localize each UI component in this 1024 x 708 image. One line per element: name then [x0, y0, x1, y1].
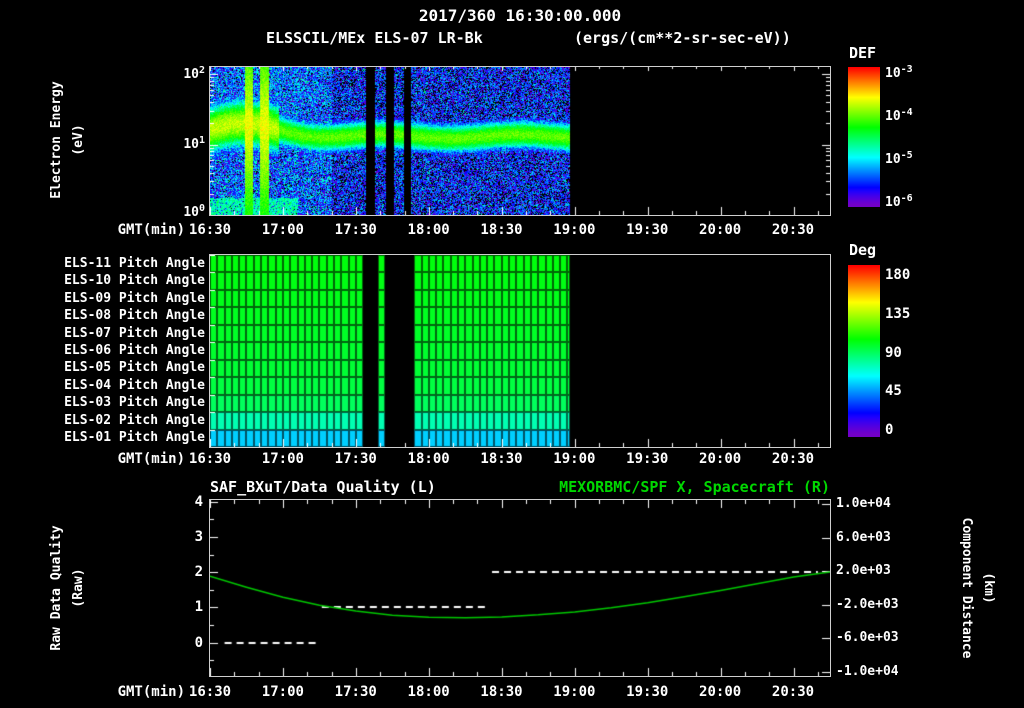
distance-axis-label: Component Distance: [959, 517, 974, 659]
time-tick-label: 19:00: [553, 451, 596, 467]
time-tick-label: 18:00: [407, 222, 450, 238]
def-colorbar-tick-label: 10-6: [885, 193, 913, 210]
quality-tick-label: 0: [194, 635, 203, 651]
time-tick-label: 20:30: [771, 684, 815, 700]
energy-tick-label: 100: [183, 203, 205, 220]
pitch-angle-canvas: [209, 254, 831, 448]
time-tick-label: 18:00: [407, 684, 450, 700]
time-tick-label: 19:00: [553, 684, 596, 700]
spectrogram-title: ELSSCIL/MEx ELS-07 LR-Bk: [266, 29, 483, 47]
spectrogram-units: (ergs/(cm**2-sr-sec-eV)): [574, 29, 791, 47]
quality-tick-label: 4: [194, 494, 203, 510]
energy-axis-label: Electron Energy: [49, 81, 64, 199]
pitch-row-label: ELS-10 Pitch Angle: [64, 273, 205, 288]
pitch-row-label: ELS-06 Pitch Angle: [64, 343, 205, 358]
quality-distance-canvas: [209, 499, 831, 677]
quality-axis-units: (Raw): [71, 568, 86, 608]
def-colorbar-tick-label: 10-4: [885, 107, 913, 124]
distance-tick-label: 1.0e+04: [836, 496, 891, 511]
def-colorbar-tick-label: 10-5: [885, 150, 913, 167]
def-colorbar-canvas: [848, 67, 880, 207]
time-tick-label: 18:30: [480, 451, 523, 467]
distance-axis-units: (km): [981, 572, 996, 604]
deg-colorbar-tick-label: 0: [885, 422, 894, 438]
distance-tick-label: -1.0e+04: [836, 664, 899, 679]
time-tick-label: 16:30: [188, 222, 232, 238]
time-tick-label: 18:30: [480, 684, 523, 700]
distance-tick-label: 6.0e+03: [836, 530, 891, 545]
pitch-row-label: ELS-07 Pitch Angle: [64, 326, 205, 341]
time-tick-label: 20:00: [699, 451, 742, 467]
gmt-axis-label: GMT(min): [117, 451, 185, 467]
quality-title: SAF_BXuT/Data Quality (L): [210, 478, 436, 496]
time-tick-label: 20:30: [771, 451, 815, 467]
pitch-row-label: ELS-11 Pitch Angle: [64, 256, 205, 271]
pitch-row-label: ELS-04 Pitch Angle: [64, 378, 205, 393]
time-tick-label: 19:30: [626, 222, 669, 238]
quality-tick-label: 2: [194, 564, 203, 580]
time-tick-label: 18:30: [480, 222, 523, 238]
time-tick-label: 17:00: [261, 222, 304, 238]
time-tick-label: 16:30: [188, 684, 232, 700]
time-tick-label: 17:30: [334, 684, 377, 700]
plot-timestamp: 2017/360 16:30:00.000: [418, 6, 622, 25]
quality-tick-label: 3: [194, 529, 203, 545]
pitch-row-label: ELS-09 Pitch Angle: [64, 291, 205, 306]
energy-tick-label: 102: [183, 65, 205, 82]
time-tick-label: 17:30: [334, 451, 377, 467]
time-tick-label: 20:00: [699, 684, 742, 700]
distance-tick-label: 2.0e+03: [836, 563, 891, 578]
gmt-axis-label: GMT(min): [117, 222, 185, 238]
time-tick-label: 17:00: [261, 451, 304, 467]
deg-colorbar-tick-label: 135: [885, 306, 911, 322]
spacecraft-title: MEXORBMC/SPF X, Spacecraft (R): [559, 478, 830, 496]
time-tick-label: 17:00: [261, 684, 304, 700]
time-tick-label: 19:30: [626, 684, 669, 700]
deg-colorbar-title: Deg: [849, 241, 877, 259]
energy-tick-label: 101: [183, 135, 205, 152]
time-tick-label: 16:30: [188, 451, 232, 467]
pitch-row-label: ELS-01 Pitch Angle: [64, 430, 205, 445]
pitch-row-label: ELS-02 Pitch Angle: [64, 413, 205, 428]
time-tick-label: 19:00: [553, 222, 596, 238]
time-tick-label: 19:30: [626, 451, 669, 467]
energy-axis-units: (eV): [71, 124, 86, 156]
time-tick-label: 17:30: [334, 222, 377, 238]
pitch-row-label: ELS-08 Pitch Angle: [64, 308, 205, 323]
deg-colorbar-tick-label: 45: [885, 383, 902, 399]
quality-axis-label: Raw Data Quality: [49, 525, 64, 651]
gmt-axis-label: GMT(min): [117, 684, 185, 700]
quality-tick-label: 1: [194, 599, 203, 615]
deg-colorbar-tick-label: 90: [885, 345, 902, 361]
def-colorbar-title: DEF: [849, 44, 877, 62]
deg-colorbar-tick-label: 180: [885, 267, 911, 283]
deg-colorbar-canvas: [848, 265, 880, 437]
pitch-row-label: ELS-05 Pitch Angle: [64, 360, 205, 375]
def-colorbar-tick-label: 10-3: [885, 64, 913, 81]
pitch-row-label: ELS-03 Pitch Angle: [64, 395, 205, 410]
distance-tick-label: -2.0e+03: [836, 597, 899, 612]
electron-spectrogram-canvas: [209, 66, 831, 216]
distance-tick-label: -6.0e+03: [836, 630, 899, 645]
time-tick-label: 20:30: [771, 222, 815, 238]
time-tick-label: 20:00: [699, 222, 742, 238]
time-tick-label: 18:00: [407, 451, 450, 467]
